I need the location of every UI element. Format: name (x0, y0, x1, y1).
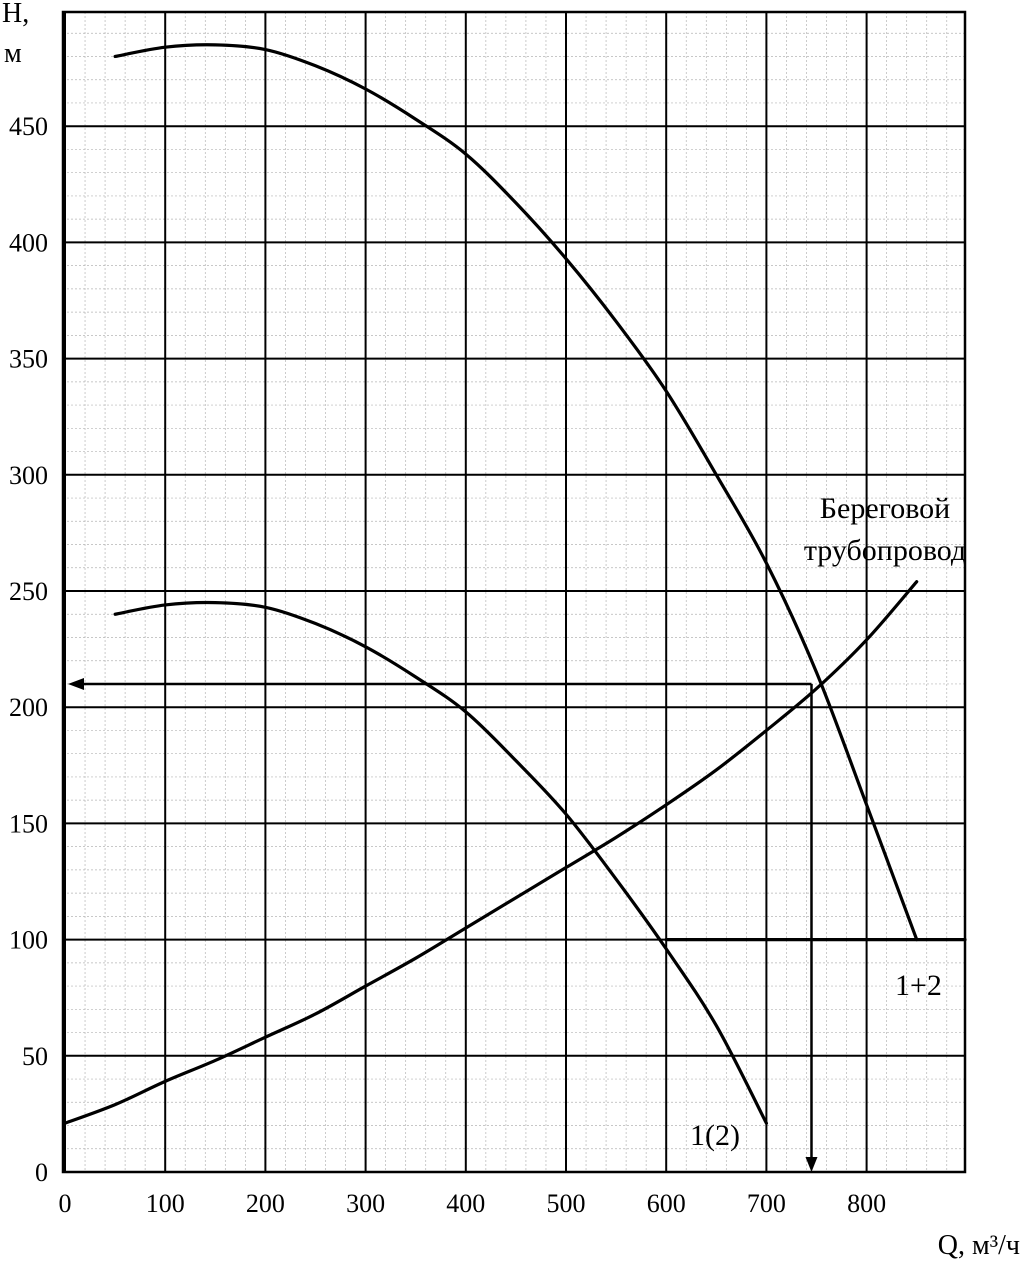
x-tick-label: 600 (647, 1189, 686, 1218)
y-tick-label: 400 (9, 228, 48, 257)
x-tick-label: 500 (547, 1189, 586, 1218)
y-tick-label: 200 (9, 693, 48, 722)
x-tick-label: 400 (446, 1189, 485, 1218)
curve-pumps-1-plus-2 (113, 43, 919, 942)
x-tick-label: 100 (146, 1189, 185, 1218)
reference-lines (68, 677, 967, 1172)
y-tick-label: 0 (35, 1158, 48, 1187)
y-axis-title-line2: м (4, 38, 22, 69)
y-tick-label: 100 (9, 926, 48, 955)
series-label-1-2: 1+2 (895, 969, 942, 1002)
curves (63, 43, 919, 1125)
operating-flow-arrowhead (805, 1157, 818, 1172)
x-tick-label: 800 (847, 1189, 886, 1218)
x-tick-label: 300 (346, 1189, 385, 1218)
x-axis-title: Q, м³/ч (938, 1230, 1020, 1261)
y-tick-label: 50 (22, 1042, 48, 1071)
y-tick-label: 300 (9, 461, 48, 490)
y-tick-label: 350 (9, 345, 48, 374)
plot-frame (61, 10, 967, 1174)
tick-labels: 0 100 200 300 400 500 600 700 800 0 50 100 150 200 250… (9, 112, 886, 1218)
curve-pump-1 (113, 600, 768, 1125)
major-grid (63, 12, 965, 1173)
x-tick-label: 0 (59, 1189, 72, 1218)
operating-head-arrowhead (68, 677, 84, 690)
curve-shore-pipeline (63, 580, 919, 1125)
series-label-1: 1(2) (690, 1119, 740, 1152)
x-tick-label: 700 (747, 1189, 786, 1218)
y-tick-label: 450 (9, 112, 48, 141)
y-axis-title-line1: H, (2, 0, 29, 29)
series-label-shore-line2: трубопровод (804, 534, 966, 567)
x-tick-label: 200 (246, 1189, 285, 1218)
y-tick-label: 250 (9, 577, 48, 606)
y-tick-label: 150 (9, 809, 48, 838)
series-label-shore-line1: Береговой (820, 492, 950, 525)
